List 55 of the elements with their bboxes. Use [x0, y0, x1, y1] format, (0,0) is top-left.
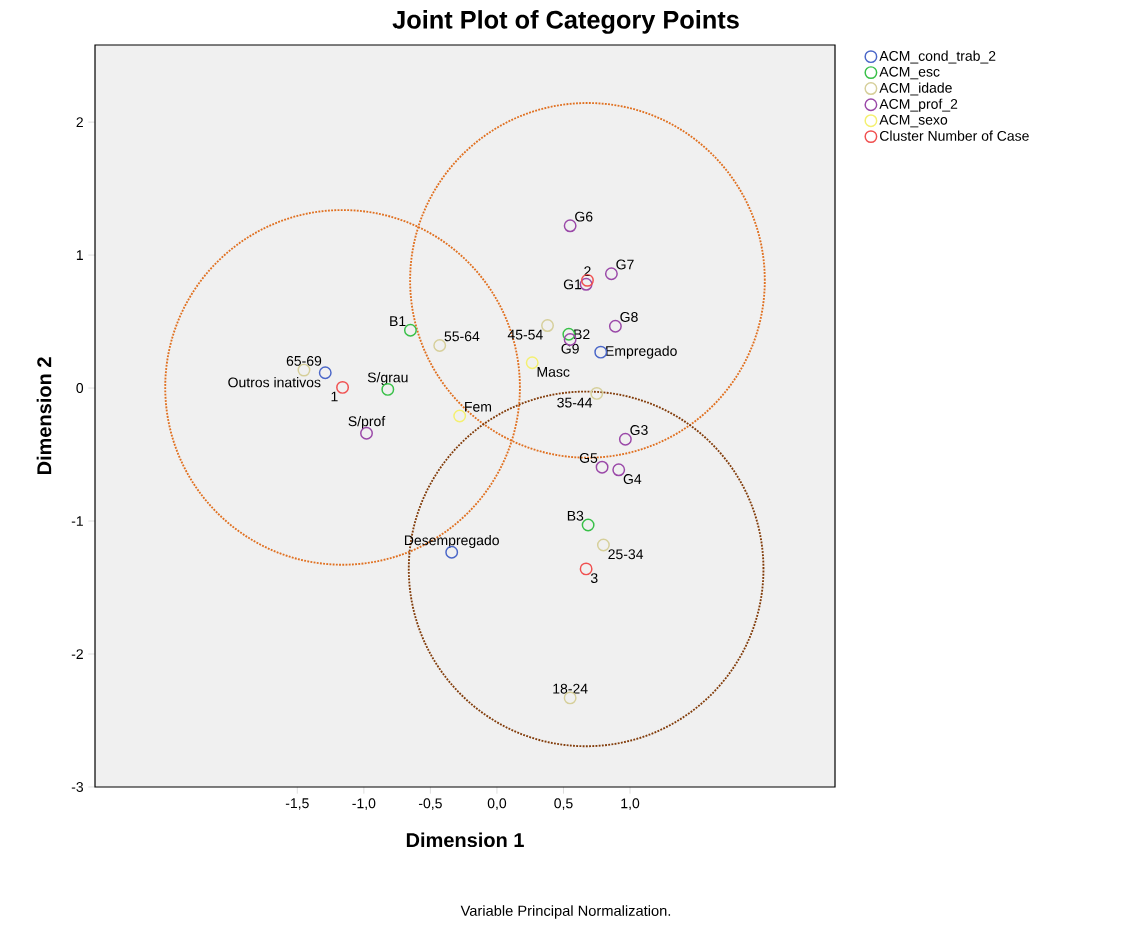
- annotation: G8: [620, 312, 638, 322]
- x-tick-label: -1,5: [285, 798, 309, 810]
- x-axis-title: Dimension 1: [406, 832, 524, 848]
- annotation: 1: [331, 391, 338, 402]
- point: [453, 409, 467, 423]
- annotation: 35-44: [557, 397, 593, 408]
- annotation: Empregado: [606, 345, 677, 359]
- point: [581, 518, 595, 532]
- y-tick-label: -1: [71, 516, 83, 526]
- annotation: 45-54: [507, 329, 543, 340]
- annotation: Outros inativos: [228, 377, 321, 388]
- point: [525, 356, 539, 370]
- y-tick-label: 1: [76, 250, 83, 260]
- legend-label: ACM_cond_trab_2: [879, 50, 996, 64]
- annotation: Fem: [465, 401, 492, 412]
- y-axis-title: Dimension 2: [36, 357, 52, 475]
- annotation: S/grau: [367, 372, 408, 386]
- annotation: G9: [561, 343, 579, 354]
- x-tick-label: -0,5: [418, 798, 442, 810]
- annotation: G6: [575, 211, 593, 222]
- x-tick-label: -1,0: [352, 798, 376, 810]
- annotation: 18-24: [553, 683, 588, 694]
- point: [541, 319, 554, 333]
- legend-label: Cluster Number of Case: [880, 130, 1029, 141]
- point: [590, 386, 604, 400]
- text: Variable Principal Normalization.: [460, 905, 671, 919]
- y-tick-label: -2: [71, 649, 83, 659]
- annotation: Masc: [537, 367, 570, 377]
- annotation: S/prof: [348, 415, 386, 429]
- annotation: G3: [630, 425, 648, 435]
- x-tick-label: 0,0: [487, 798, 507, 810]
- annotation: G4: [623, 474, 642, 485]
- x-tick-label: 1,0: [621, 798, 640, 810]
- legend-label: ACM_idade: [879, 82, 952, 96]
- legend-label: ACM_prof_2: [879, 98, 958, 112]
- annotation: G7: [616, 259, 634, 270]
- point: [618, 432, 632, 446]
- x-tick-label: 0,5: [554, 798, 573, 810]
- y-tick-label: -3: [71, 782, 84, 792]
- chart-title: Joint Plot of Category Points: [392, 10, 739, 34]
- annotation: B3: [567, 510, 584, 521]
- annotation: B1: [390, 316, 406, 326]
- point: [604, 267, 618, 281]
- annotation: 25-34: [608, 549, 644, 560]
- annotation: 65-69: [286, 355, 322, 366]
- annotation: 3: [590, 573, 598, 584]
- annotation: 55-64: [444, 331, 480, 342]
- point: [563, 219, 577, 233]
- legend-label: ACM_esc: [879, 66, 940, 80]
- y-tick-label: 2: [76, 117, 83, 127]
- point: [596, 538, 610, 552]
- point: [608, 319, 622, 333]
- legend-label: ACM_sexo: [879, 114, 948, 128]
- annotation: G5: [579, 453, 598, 463]
- y-tick-label: 0: [76, 383, 84, 394]
